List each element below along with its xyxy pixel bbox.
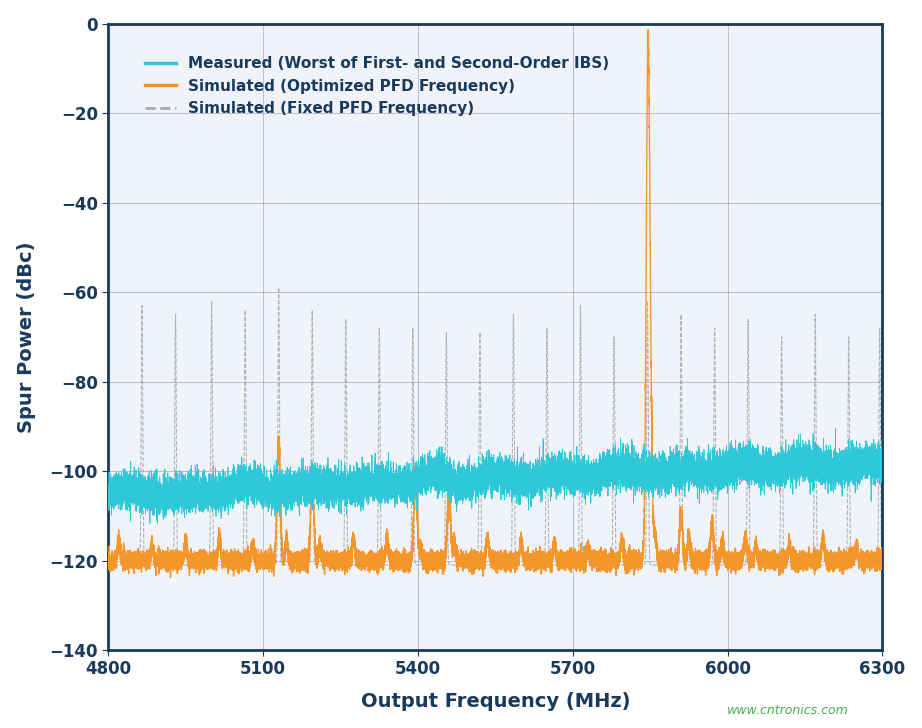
- Y-axis label: Spur Power (dBc): Spur Power (dBc): [17, 241, 36, 432]
- Text: www.cntronics.com: www.cntronics.com: [727, 704, 848, 717]
- X-axis label: Output Frequency (MHz): Output Frequency (MHz): [361, 692, 630, 711]
- Legend: Measured (Worst of First- and Second-Order IBS), Simulated (Optimized PFD Freque: Measured (Worst of First- and Second-Ord…: [139, 50, 616, 122]
